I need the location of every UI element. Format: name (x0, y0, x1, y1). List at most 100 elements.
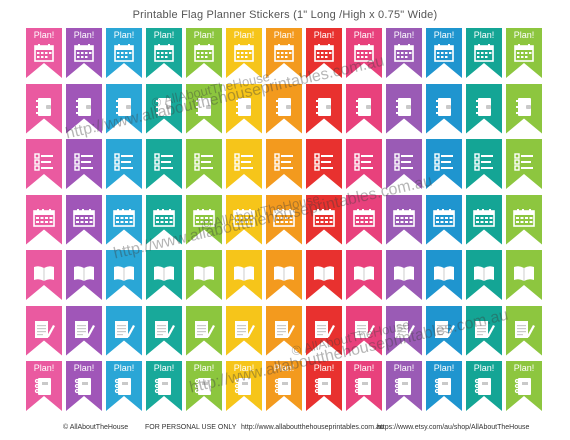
page-title: Printable Flag Planner Stickers (1" Long… (132, 9, 438, 21)
flag-sticker (66, 250, 102, 300)
flag-label: Plan! (273, 363, 295, 373)
flag-sticker (506, 139, 542, 189)
open-book-icon (34, 266, 54, 281)
open-book-icon (114, 266, 134, 281)
flag-sticker (426, 194, 462, 245)
spiral-planner-icon (394, 378, 411, 395)
flag-sticker: Plan! (466, 361, 502, 411)
open-book-icon (434, 266, 454, 281)
calendar-grid-icon (153, 208, 175, 227)
flag-label: Plan! (473, 363, 495, 373)
calendar-grid-icon (273, 208, 295, 227)
flag-sticker: Plan! (186, 28, 222, 78)
flag-label: Plan! (153, 363, 175, 373)
flag-label: Plan! (313, 30, 335, 40)
flag-sticker: Plan! (506, 361, 542, 411)
flag-sticker: Plan! (106, 361, 142, 411)
spiral-planner-icon (234, 378, 251, 395)
notepad-pencil-icon (355, 320, 375, 338)
checklist-icon (514, 153, 533, 171)
flag-label: Plan! (193, 30, 215, 40)
flag-label: Plan! (393, 363, 415, 373)
planner-book-icon (476, 97, 491, 116)
flag-sticker (506, 305, 542, 356)
flag-sticker (66, 194, 102, 245)
calendar-grid-icon (473, 208, 495, 227)
calendar-icon (154, 44, 174, 62)
flag-sticker: Plan! (386, 361, 422, 411)
spiral-planner-icon (474, 378, 491, 395)
open-book-icon (234, 266, 254, 281)
planner-book-icon (116, 97, 131, 116)
spiral-planner-icon (194, 378, 211, 395)
flag-label: Plan! (513, 363, 535, 373)
checklist-icon (234, 153, 253, 171)
calendar-icon (274, 44, 294, 62)
notepad-pencil-icon (275, 320, 295, 338)
calendar-icon (474, 44, 494, 62)
flag-label: Plan! (113, 363, 135, 373)
flag-sticker (306, 83, 342, 134)
calendar-icon (394, 44, 414, 62)
flag-sticker (226, 250, 262, 300)
planner-book-icon (276, 97, 291, 116)
calendar-grid-icon (233, 208, 255, 227)
spiral-planner-icon (314, 378, 331, 395)
open-book-icon (274, 266, 294, 281)
sticker-row (26, 194, 546, 245)
checklist-icon (394, 153, 413, 171)
flag-label: Plan! (393, 30, 415, 40)
planner-book-icon (36, 97, 51, 116)
spiral-planner-icon (354, 378, 371, 395)
open-book-icon (474, 266, 494, 281)
spiral-planner-icon (34, 378, 51, 395)
footer-etsy-link[interactable]: https://www.etsy.com/au/shop/AllAboutThe… (377, 424, 530, 431)
sticker-row (26, 139, 546, 189)
flag-sticker: Plan! (146, 361, 182, 411)
flag-sticker (346, 83, 382, 134)
flag-sticker (266, 305, 302, 356)
planner-book-icon (196, 97, 211, 116)
footer-website-link[interactable]: http://www.allaboutthehouseprintables.co… (241, 424, 384, 431)
spiral-planner-icon (274, 378, 291, 395)
flag-label: Plan! (233, 30, 255, 40)
flag-sticker: Plan! (346, 361, 382, 411)
flag-sticker (266, 139, 302, 189)
sticker-row: Plan! Plan! Plan! Plan! Plan! Plan! Plan! Plan!… (26, 28, 546, 78)
flag-label: Plan! (233, 363, 255, 373)
notepad-pencil-icon (115, 320, 135, 338)
flag-sticker (106, 194, 142, 245)
flag-sticker (426, 250, 462, 300)
flag-sticker (146, 250, 182, 300)
flag-label: Plan! (353, 363, 375, 373)
calendar-icon (314, 44, 334, 62)
flag-sticker (66, 139, 102, 189)
checklist-icon (194, 153, 213, 171)
open-book-icon (314, 266, 334, 281)
notepad-pencil-icon (235, 320, 255, 338)
notepad-pencil-icon (475, 320, 495, 338)
flag-label: Plan! (513, 30, 535, 40)
notepad-pencil-icon (315, 320, 335, 338)
flag-sticker (386, 250, 422, 300)
notepad-pencil-icon (515, 320, 535, 338)
notepad-pencil-icon (155, 320, 175, 338)
flag-sticker (26, 194, 62, 245)
flag-sticker (466, 250, 502, 300)
open-book-icon (154, 266, 174, 281)
calendar-icon (354, 44, 374, 62)
flag-sticker (506, 83, 542, 134)
flag-label: Plan! (153, 30, 175, 40)
checklist-icon (314, 153, 333, 171)
flag-sticker (266, 250, 302, 300)
flag-sticker (26, 250, 62, 300)
notepad-pencil-icon (395, 320, 415, 338)
checklist-icon (354, 153, 373, 171)
flag-sticker: Plan! (386, 28, 422, 78)
planner-book-icon (396, 97, 411, 116)
flag-sticker: Plan! (266, 28, 302, 78)
open-book-icon (354, 266, 374, 281)
flag-sticker (466, 194, 502, 245)
flag-sticker (466, 139, 502, 189)
notepad-pencil-icon (35, 320, 55, 338)
